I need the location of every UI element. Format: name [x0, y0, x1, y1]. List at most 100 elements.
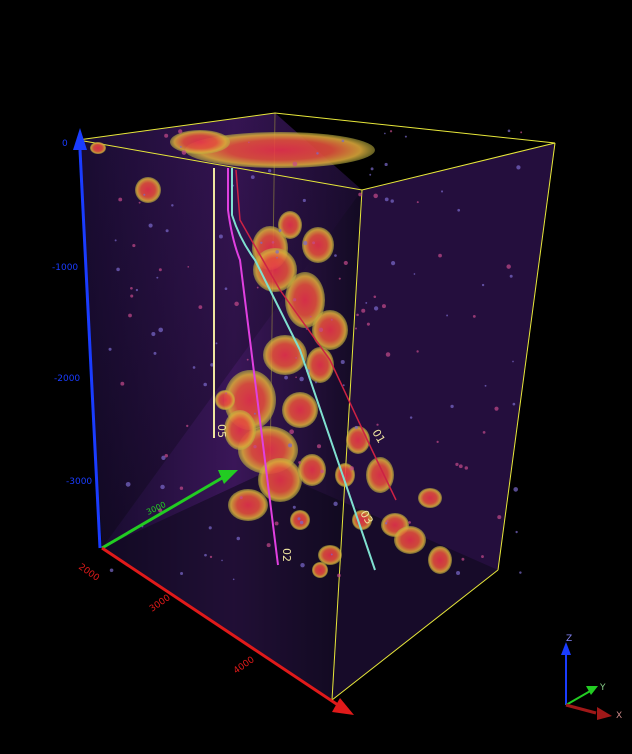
scatter-point	[446, 314, 449, 317]
scatter-point	[497, 515, 502, 520]
well-03-path[interactable]	[231, 168, 376, 571]
well-01-path[interactable]	[235, 169, 397, 501]
scatter-point	[481, 283, 485, 287]
scatter-point	[413, 273, 416, 275]
geobody-blob	[285, 272, 325, 328]
scatter-point	[250, 175, 255, 180]
scatter-point	[198, 305, 203, 309]
scatter-point	[373, 295, 377, 299]
geobody-blob	[418, 488, 442, 508]
scatter-point	[376, 423, 379, 426]
scatter-point	[366, 322, 370, 326]
well-label: 03	[357, 508, 375, 527]
well-trajectories	[213, 168, 397, 571]
scatter-point	[179, 486, 184, 490]
z-tick: 0	[62, 139, 68, 149]
scatter-point	[370, 167, 374, 171]
scatter-point	[292, 298, 297, 302]
scatter-point	[299, 520, 304, 525]
scatter-point	[171, 204, 174, 207]
geobody-blob	[312, 562, 328, 578]
scatter-point	[458, 464, 463, 469]
scatter-point	[386, 520, 389, 523]
scatter-point	[246, 358, 249, 361]
scatter-point	[295, 376, 297, 379]
scatter-point	[516, 165, 521, 170]
scatter-point	[292, 161, 298, 167]
scatter-point	[187, 265, 190, 268]
scatter-point	[164, 454, 169, 458]
scatter-point	[455, 462, 459, 467]
scatter-point	[148, 223, 153, 228]
scatter-point	[472, 314, 476, 318]
scatter-point	[298, 461, 301, 464]
scatter-point	[338, 277, 341, 280]
scatter-point	[276, 256, 278, 259]
scatter-point	[234, 301, 239, 307]
scatter-point	[519, 571, 522, 574]
scatter-point	[130, 294, 134, 298]
scatter-point	[314, 381, 317, 384]
scatter-point	[232, 578, 235, 581]
scatter-point	[309, 315, 312, 318]
scatter-point	[284, 375, 288, 380]
scatter-point	[334, 254, 337, 257]
scatter-point	[161, 455, 166, 460]
scatter-point	[288, 443, 293, 448]
scatter-point	[218, 234, 223, 239]
scatter-point	[179, 145, 182, 148]
scatter-point	[520, 131, 523, 134]
geobody-blob	[302, 227, 334, 263]
orientation-triad[interactable]: Z Y X	[561, 634, 622, 721]
scatter-point	[436, 440, 439, 443]
geobody-blob	[298, 454, 326, 486]
geobody-blob	[90, 142, 106, 154]
scatter-point	[512, 402, 516, 406]
scatter-point	[239, 496, 243, 500]
scatter-point	[260, 241, 263, 244]
scatter-point	[208, 526, 212, 530]
well-02-path[interactable]	[227, 168, 279, 566]
scatter-point	[341, 139, 345, 143]
scatter-point	[120, 381, 125, 386]
scatter-point	[164, 133, 169, 138]
scatter-point	[506, 264, 511, 269]
scatter-point	[153, 351, 157, 355]
scatter-point	[158, 508, 163, 513]
scatter-point	[271, 241, 275, 244]
scatter-point	[381, 304, 386, 309]
geobody-blob	[366, 457, 394, 493]
scatter-point	[361, 308, 366, 313]
geobody-blob	[290, 510, 310, 530]
scatter-point	[461, 557, 465, 561]
scatter-point	[440, 190, 444, 193]
scatter-point	[457, 208, 461, 212]
scatter-point	[409, 416, 413, 419]
scatter-point	[275, 250, 279, 254]
geobody-blob	[263, 335, 307, 375]
scatter-point	[274, 521, 279, 526]
scatter-point	[297, 517, 301, 521]
scatter-point	[464, 466, 469, 470]
z-tick: -2000	[54, 374, 80, 384]
scatter-point	[108, 347, 112, 351]
scatter-point	[385, 522, 388, 525]
scatter-point	[391, 261, 396, 266]
z-tick: -3000	[66, 477, 92, 487]
scatter-point	[484, 384, 487, 387]
scatter-point	[143, 193, 146, 196]
geobodies	[90, 129, 523, 581]
scatter-point	[384, 162, 388, 167]
scatter-point	[438, 253, 442, 258]
scatter-point	[215, 342, 218, 345]
scatter-point	[389, 130, 393, 133]
geobody-blob	[428, 546, 452, 574]
scatter-point	[192, 366, 196, 369]
geobody-blob	[278, 211, 302, 239]
x-tick: 2000	[76, 562, 101, 583]
scatter-point	[253, 444, 257, 449]
scatter-point	[512, 360, 514, 363]
scatter-point	[408, 521, 411, 524]
geobody-blob	[346, 426, 370, 454]
